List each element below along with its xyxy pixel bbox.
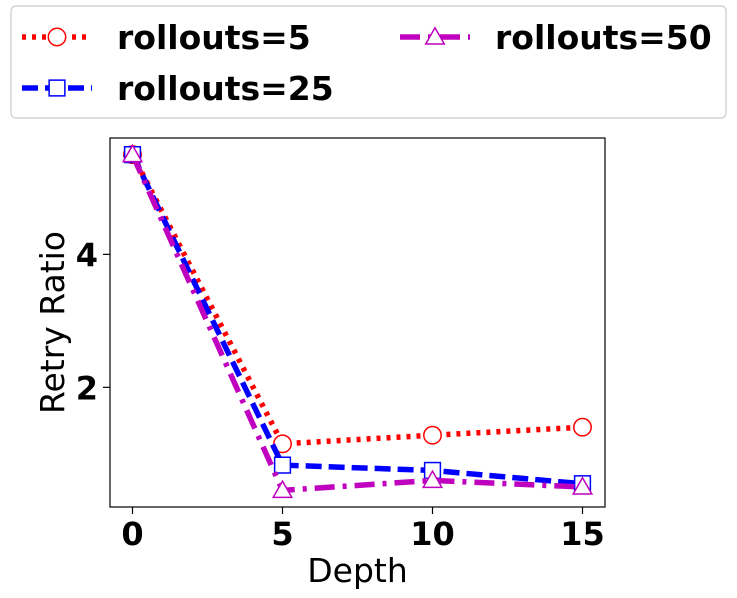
series-line-rollouts-50 (129, 153, 583, 494)
legend-label: rollouts=25 (117, 69, 334, 108)
data-point-rollouts-25 (273, 456, 292, 474)
series-rollouts-5 (123, 145, 592, 454)
y-axis: 24 (76, 236, 110, 407)
series-line-rollouts-5 (130, 153, 583, 447)
x-tick-label: 10 (410, 515, 455, 553)
data-point-rollouts-5 (423, 425, 442, 445)
legend-item-rollouts-50: rollouts=50 (400, 18, 712, 57)
series-rollouts-50 (121, 143, 594, 499)
y-tick-label: 4 (76, 236, 98, 274)
x-tick-label: 15 (560, 515, 605, 553)
legend-marker (48, 79, 66, 97)
x-axis: 0 5 10 15 (121, 507, 605, 553)
y-tick-label: 2 (76, 369, 98, 407)
legend-frame (10, 5, 727, 119)
data-point-rollouts-5 (273, 434, 292, 454)
legend: rollouts=5 rollouts=25 rollouts=50 (10, 5, 727, 119)
data-point-rollouts-50 (271, 479, 294, 499)
legend-marker (47, 27, 67, 47)
y-axis-label: Retry Ratio (33, 231, 72, 414)
legend-marker (424, 26, 446, 45)
plot-area (109, 137, 606, 508)
x-axis-label: Depth (307, 551, 408, 590)
x-tick-label: 5 (271, 515, 293, 553)
data-point-rollouts-50 (421, 469, 444, 489)
data-point-rollouts-50 (121, 143, 144, 163)
data-point-rollouts-50 (571, 476, 594, 495)
x-tick-label: 0 (121, 515, 143, 553)
legend-label: rollouts=5 (117, 18, 311, 57)
legend-item-rollouts-5: rollouts=5 (22, 18, 311, 57)
data-point-rollouts-5 (573, 417, 592, 437)
series-line-rollouts-25 (130, 153, 583, 487)
series-layer (121, 143, 594, 499)
legend-item-rollouts-25: rollouts=25 (22, 69, 334, 108)
legend-label: rollouts=50 (495, 18, 712, 57)
